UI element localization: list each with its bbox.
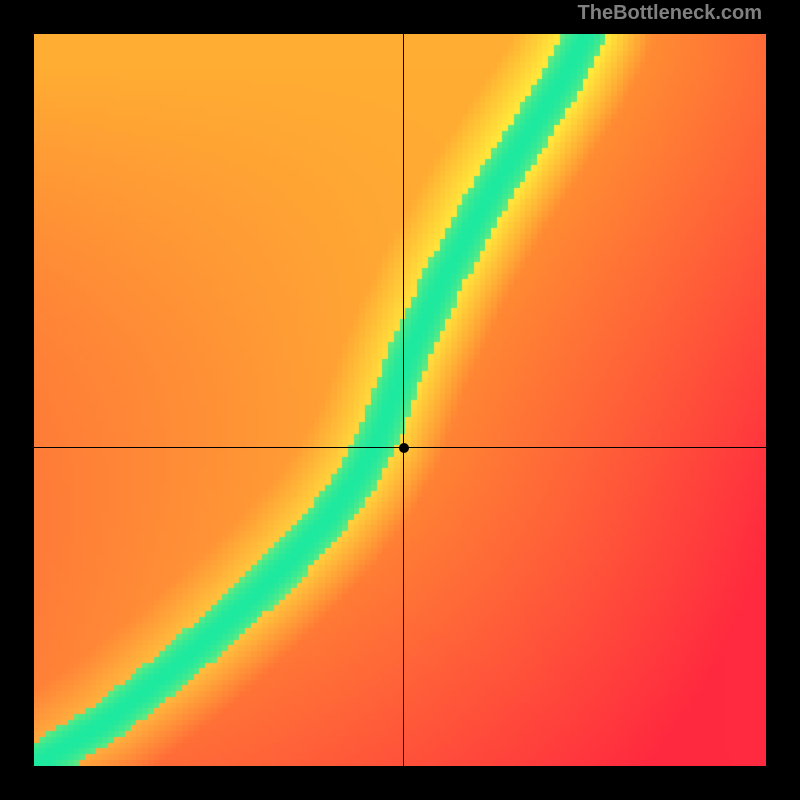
plot-area: [34, 34, 766, 766]
watermark-text: TheBottleneck.com: [578, 2, 762, 25]
crosshair-vertical: [403, 34, 404, 766]
crosshair-marker: [399, 443, 409, 453]
chart-container: TheBottleneck.com: [0, 0, 800, 800]
heatmap-canvas: [34, 34, 766, 766]
